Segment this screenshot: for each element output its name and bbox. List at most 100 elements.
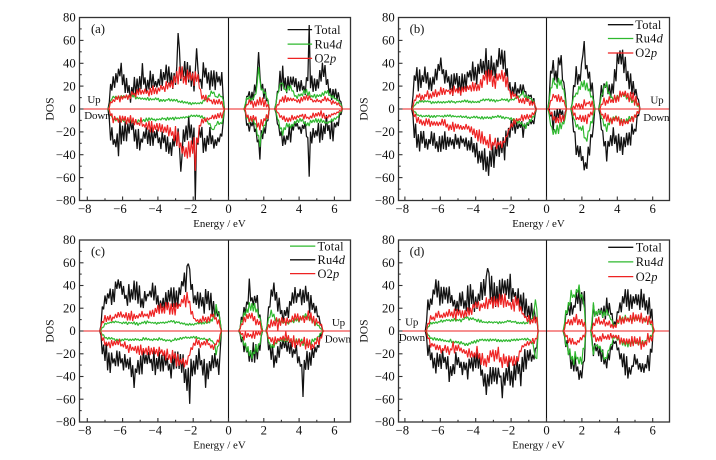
svg-text:Up: Up <box>332 317 346 329</box>
svg-text:Total: Total <box>318 239 345 253</box>
svg-text:O2p: O2p <box>635 46 657 60</box>
svg-text:Ru4d: Ru4d <box>636 255 664 269</box>
svg-text:−6: −6 <box>431 423 445 437</box>
svg-text:−80: −80 <box>56 194 76 208</box>
svg-text:Down: Down <box>325 333 352 345</box>
svg-text:2: 2 <box>579 423 585 437</box>
svg-text:−20: −20 <box>375 125 395 139</box>
svg-text:20: 20 <box>63 79 76 93</box>
svg-text:−60: −60 <box>56 392 76 406</box>
svg-text:4: 4 <box>296 202 303 216</box>
svg-text:DOS: DOS <box>43 319 56 342</box>
svg-text:40: 40 <box>63 279 76 293</box>
svg-text:4: 4 <box>614 202 621 216</box>
svg-text:6: 6 <box>331 423 337 437</box>
svg-text:−80: −80 <box>56 415 76 429</box>
svg-text:0: 0 <box>543 423 549 437</box>
svg-text:6: 6 <box>650 202 656 216</box>
svg-text:0: 0 <box>388 102 394 116</box>
svg-text:Energy / eV: Energy / eV <box>512 218 565 230</box>
svg-text:−20: −20 <box>56 125 76 139</box>
svg-text:(d): (d) <box>410 245 425 259</box>
svg-text:40: 40 <box>63 57 76 71</box>
svg-text:Energy / eV: Energy / eV <box>193 439 246 451</box>
svg-text:Up: Up <box>405 317 419 329</box>
svg-text:80: 80 <box>63 11 76 25</box>
svg-text:(a): (a) <box>91 22 105 36</box>
svg-text:80: 80 <box>382 233 395 247</box>
svg-text:0: 0 <box>69 324 75 338</box>
svg-text:4: 4 <box>296 423 303 437</box>
svg-text:Ru4d: Ru4d <box>635 32 663 46</box>
svg-text:−6: −6 <box>113 202 127 216</box>
svg-text:80: 80 <box>63 233 76 247</box>
svg-text:40: 40 <box>382 57 395 71</box>
svg-text:−4: −4 <box>149 202 163 216</box>
svg-text:Up: Up <box>87 94 101 106</box>
svg-text:6: 6 <box>650 423 656 437</box>
svg-text:−40: −40 <box>56 370 76 384</box>
svg-text:Ru4d: Ru4d <box>315 37 343 51</box>
svg-text:Total: Total <box>315 23 342 37</box>
svg-text:Ru4d: Ru4d <box>318 253 346 267</box>
svg-text:DOS: DOS <box>357 319 370 342</box>
svg-text:(b): (b) <box>410 22 425 36</box>
svg-text:0: 0 <box>69 102 75 116</box>
svg-text:60: 60 <box>382 34 395 48</box>
svg-text:−60: −60 <box>56 171 76 185</box>
svg-text:Total: Total <box>636 241 663 255</box>
svg-text:2: 2 <box>261 423 267 437</box>
svg-text:0: 0 <box>543 202 549 216</box>
svg-text:0: 0 <box>225 423 231 437</box>
svg-text:−6: −6 <box>113 423 127 437</box>
svg-text:−8: −8 <box>396 202 410 216</box>
svg-text:Up: Up <box>650 95 664 107</box>
svg-text:(c): (c) <box>91 245 105 259</box>
svg-text:Down: Down <box>84 110 111 122</box>
svg-text:20: 20 <box>382 79 395 93</box>
svg-text:20: 20 <box>63 301 76 315</box>
svg-text:60: 60 <box>382 256 395 270</box>
svg-text:−40: −40 <box>56 148 76 162</box>
svg-text:Energy / eV: Energy / eV <box>512 439 565 451</box>
svg-text:Total: Total <box>635 18 662 32</box>
svg-text:−4: −4 <box>466 202 480 216</box>
svg-text:6: 6 <box>331 202 337 216</box>
svg-text:−6: −6 <box>431 202 445 216</box>
svg-text:60: 60 <box>63 256 76 270</box>
svg-text:Energy / eV: Energy / eV <box>193 218 246 230</box>
svg-text:−2: −2 <box>184 202 198 216</box>
svg-text:−8: −8 <box>78 423 92 437</box>
svg-text:0: 0 <box>225 202 231 216</box>
svg-text:−8: −8 <box>78 202 92 216</box>
svg-text:−2: −2 <box>502 202 516 216</box>
svg-text:−80: −80 <box>375 194 395 208</box>
svg-text:O2p: O2p <box>636 270 658 284</box>
svg-text:−40: −40 <box>375 148 395 162</box>
svg-text:2: 2 <box>579 202 585 216</box>
svg-text:−40: −40 <box>375 370 395 384</box>
svg-text:4: 4 <box>614 423 621 437</box>
svg-text:20: 20 <box>382 301 395 315</box>
svg-text:−4: −4 <box>149 423 163 437</box>
svg-text:−80: −80 <box>375 415 395 429</box>
svg-text:40: 40 <box>382 279 395 293</box>
svg-text:−60: −60 <box>375 171 395 185</box>
svg-text:80: 80 <box>382 11 395 25</box>
svg-text:Down: Down <box>399 332 426 344</box>
svg-text:DOS: DOS <box>43 97 56 120</box>
svg-text:O2p: O2p <box>318 267 340 281</box>
svg-text:−2: −2 <box>184 423 198 437</box>
svg-text:−2: −2 <box>502 423 516 437</box>
svg-text:−4: −4 <box>466 423 480 437</box>
svg-text:0: 0 <box>388 324 394 338</box>
svg-text:−8: −8 <box>396 423 410 437</box>
svg-text:O2p: O2p <box>315 52 337 66</box>
svg-text:60: 60 <box>63 34 76 48</box>
svg-text:−20: −20 <box>375 347 395 361</box>
svg-text:DOS: DOS <box>357 97 370 120</box>
svg-text:Down: Down <box>643 112 670 124</box>
svg-text:2: 2 <box>261 202 267 216</box>
svg-text:−20: −20 <box>56 347 76 361</box>
svg-text:−60: −60 <box>375 392 395 406</box>
